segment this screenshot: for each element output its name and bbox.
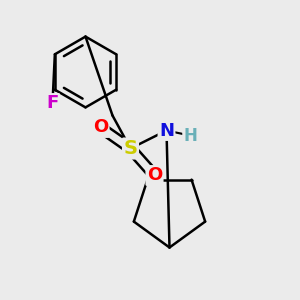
Text: O: O [93, 118, 108, 136]
Text: O: O [147, 167, 162, 184]
Text: N: N [159, 122, 174, 140]
Text: F: F [46, 94, 58, 112]
Text: H: H [184, 127, 197, 145]
Text: S: S [124, 139, 137, 158]
